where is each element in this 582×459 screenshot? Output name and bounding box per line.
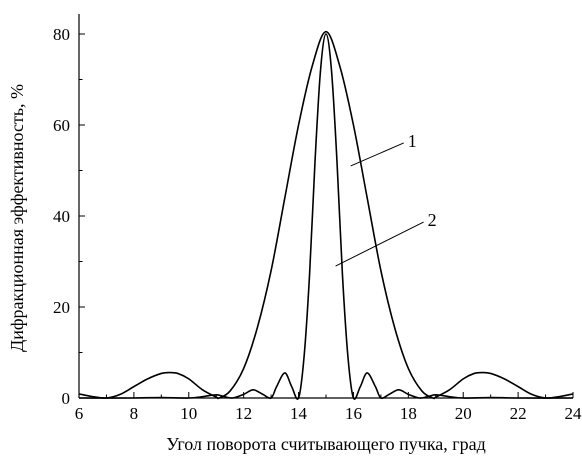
x-axis-title: Угол поворота считывающего пучка, град	[166, 434, 486, 454]
x-tick-label: 22	[510, 404, 527, 423]
x-tick-label: 10	[180, 404, 197, 423]
annotation-label: 2	[428, 210, 437, 230]
x-tick-label: 8	[130, 404, 139, 423]
x-tick-label: 20	[455, 404, 472, 423]
x-tick-label: 24	[565, 404, 582, 423]
y-tick-label: 0	[62, 389, 71, 408]
x-tick-label: 16	[345, 404, 362, 423]
annotation-leader-line	[350, 142, 404, 167]
series-1-line	[78, 30, 574, 400]
series-2-line	[78, 33, 574, 400]
x-tick-label: 18	[400, 404, 417, 423]
annotation-leader-line	[335, 221, 424, 267]
y-axis-title: Дифракционная эффективность, %	[7, 84, 27, 352]
x-tick-label: 6	[75, 404, 84, 423]
annotation-layer: 12	[335, 131, 437, 267]
series-layer	[78, 30, 574, 400]
annotation-label: 1	[408, 131, 417, 151]
y-tick-label: 20	[53, 298, 70, 317]
x-tick-label: 14	[290, 404, 308, 423]
y-tick-label: 60	[53, 116, 70, 135]
x-tick-label: 12	[235, 404, 252, 423]
y-tick-label: 40	[53, 207, 70, 226]
y-tick-label: 80	[53, 25, 70, 44]
